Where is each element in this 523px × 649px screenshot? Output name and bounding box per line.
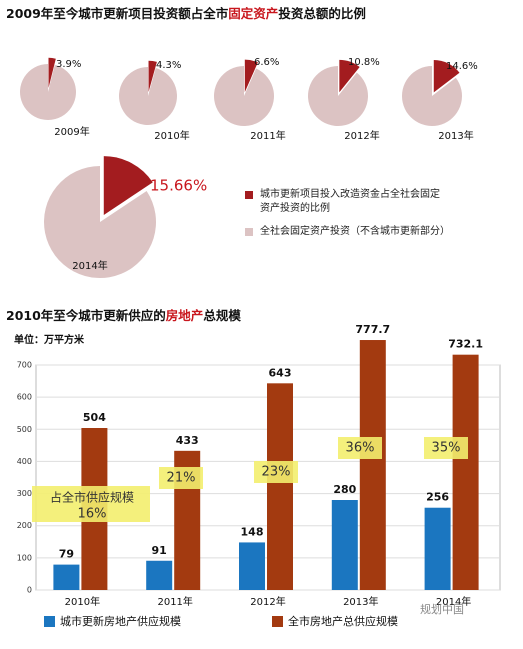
x-tick-label: 2011年 [157,595,192,608]
pie-rest [43,166,156,278]
data-label: 433 [176,434,199,447]
y-tick-label: 500 [17,425,32,434]
annotation-box [254,461,298,483]
legend-swatch [272,616,283,627]
pie-rest [402,66,462,127]
y-tick-label: 300 [17,489,32,498]
annotation-label: 16% [78,507,107,522]
annotation-label: 23% [262,465,291,480]
data-label: 280 [333,483,356,496]
bar [146,560,173,590]
bar [267,383,293,590]
pie-slice [244,59,258,93]
legend-label: 城市更新房地产供应规模 [60,614,181,628]
title-part: 总规模 [203,308,241,323]
annotation-label: 35% [432,441,461,456]
annotation-box [338,437,382,459]
category-label: 2014年 [72,259,107,272]
data-label: 256 [426,491,449,504]
chart-title: 2009年至今城市更新项目投资额占全市固定资产投资总额的比例 [6,6,366,21]
pie-rest [119,67,178,125]
data-label: 14.6% [446,61,478,72]
watermark: 规划中国 [420,602,464,616]
title-part: 房地产 [166,308,204,323]
y-tick-label: 100 [17,553,32,562]
y-tick-label: 700 [17,361,32,370]
bar [239,542,265,590]
annotation-box [424,437,468,459]
data-label: 148 [241,525,264,538]
bar [331,500,358,590]
pie-slice [48,57,56,89]
y-tick-label: 0 [27,586,32,595]
pie-slice [148,60,157,93]
annotation-box [159,467,203,489]
category-label: 2009年 [54,125,89,138]
category-label: 2013年 [438,129,473,142]
title-part: 2010年至今城市更新供应的 [6,308,166,323]
data-label: 3.9% [56,59,81,70]
legend-label: 全市房地产总供应规模 [288,614,398,628]
data-label: 10.8% [348,57,380,68]
category-label: 2012年 [344,129,379,142]
unit-label: 单位：万平方米 [14,333,85,346]
pie-rest [308,66,369,126]
bar [424,507,451,590]
bar [53,564,80,590]
x-tick-label: 2012年 [250,595,285,608]
title-part: 投资总额的比例 [278,6,366,21]
data-label: 15.66% [150,177,207,195]
legend-swatch [44,616,55,627]
x-tick-label: 2014年 [436,595,471,608]
category-label: 2010年 [154,129,189,142]
data-label: 732.1 [448,338,483,351]
title-part: 2009年至今城市更新项目投资额占全市 [6,6,229,21]
pie-slice [433,60,460,93]
pie-rest [20,64,77,120]
data-label: 4.3% [156,60,181,71]
data-label: 6.6% [254,57,279,68]
annotation-label: 36% [346,441,375,456]
category-label: 2011年 [250,129,285,142]
legend-swatch [245,228,253,236]
chart-title: 2010年至今城市更新供应的房地产总规模 [6,308,241,323]
y-tick-label: 600 [17,393,32,402]
legend-label: 城市更新项目投入改造资金占全社会固定资产投资的比例 [260,189,440,214]
x-tick-label: 2010年 [65,595,100,608]
y-tick-label: 200 [17,521,32,530]
y-tick-label: 400 [17,457,32,466]
x-tick-label: 2013年 [343,595,378,608]
legend-label: 全社会固定资产投资（不含城市更新部分） [260,226,450,237]
data-label: 91 [152,544,167,557]
annotation-box [32,486,150,522]
pie-rest [214,66,275,126]
legend-swatch [245,191,253,199]
pie-slice [339,59,360,93]
annotation-label: 21% [167,471,196,486]
bar [452,354,479,590]
title-part: 固定资产 [228,6,278,21]
annotation-title: 占全市供应规模 [50,490,134,505]
data-label: 643 [269,366,292,379]
pie-slice [103,156,153,215]
data-label: 79 [59,548,74,561]
data-label: 504 [83,411,106,424]
bar [359,340,386,590]
data-label: 777.7 [355,323,390,336]
